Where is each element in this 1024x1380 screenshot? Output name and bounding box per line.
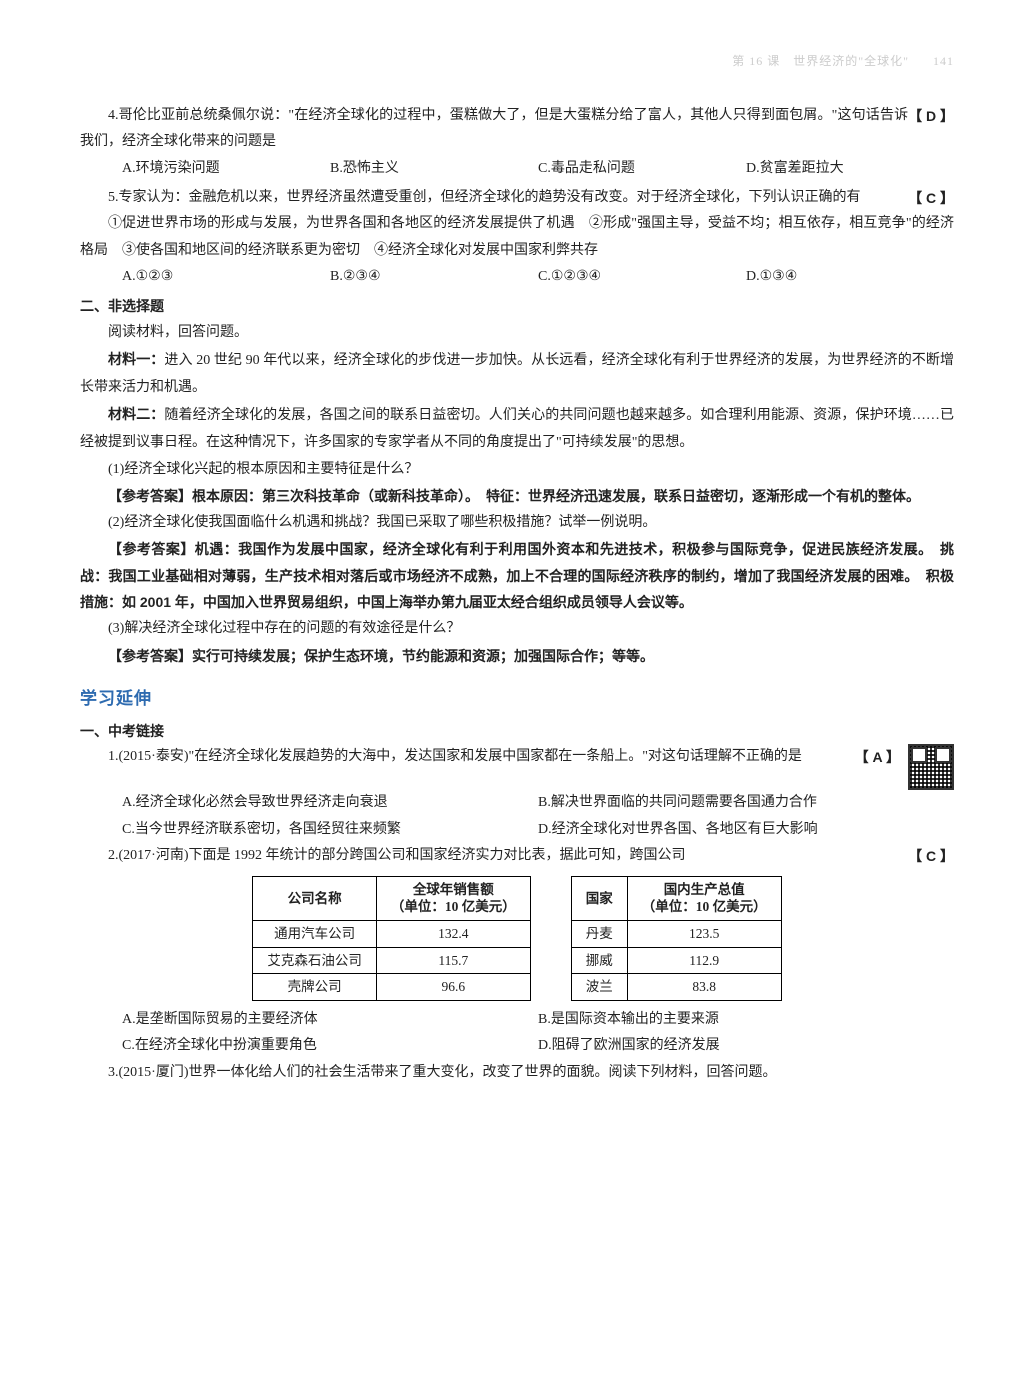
page-number: 141 bbox=[933, 54, 954, 68]
country-table: 国家 国内生产总值 （单位：10 亿美元） 丹麦123.5 挪威112.9 波兰… bbox=[571, 876, 782, 1001]
table-row: 国家 国内生产总值 （单位：10 亿美元） bbox=[571, 876, 781, 920]
read-prompt: 阅读材料，回答问题。 bbox=[80, 320, 954, 347]
table-row: 壳牌公司96.6 bbox=[253, 974, 530, 1001]
subq-3: (3)解决经济全球化过程中存在的问题的有效途径是什么？ bbox=[80, 616, 954, 643]
t1-h2: 全球年销售额 （单位：10 亿美元） bbox=[376, 876, 530, 920]
zk1-stem: 1.(2015·泰安)"在经济全球化发展趋势的大海中，发达国家和发展中国家都在一… bbox=[80, 744, 855, 771]
table-row: 挪威112.9 bbox=[571, 947, 781, 974]
zk2-opt-d: D.阻碍了欧洲国家的经济发展 bbox=[538, 1033, 954, 1060]
zk1-options-row1: A.经济全球化必然会导致世界经济走向衰退 B.解决世界面临的共同问题需要各国通力… bbox=[80, 790, 954, 817]
material-1: 材料一：进入 20 世纪 90 年代以来，经济全球化的步伐进一步加快。从长远看，… bbox=[80, 346, 954, 401]
mat2-text: 随着经济全球化的发展，各国之间的联系日益密切。人们关心的共同问题也越来越多。如合… bbox=[80, 408, 954, 450]
subq-3-answer: 【参考答案】实行可持续发展；保护生态环境，节约能源和资源；加强国际合作；等等。 bbox=[80, 643, 954, 670]
q4-options: A.环境污染问题 B.恐怖主义 C.毒品走私问题 D.贫富差距拉大 bbox=[80, 156, 954, 183]
q4-opt-a: A.环境污染问题 bbox=[122, 156, 330, 183]
q5-opt-d: D.①③④ bbox=[746, 264, 954, 291]
zk1-options-row2: C.当今世界经济联系密切，各国经贸往来频繁 D.经济全球化对世界各国、各地区有巨… bbox=[80, 817, 954, 844]
extend-title: 学习延伸 bbox=[80, 683, 954, 715]
company-table: 公司名称 全球年销售额 （单位：10 亿美元） 通用汽车公司132.4 艾克森石… bbox=[252, 876, 530, 1001]
zk2-opt-a: A.是垄断国际贸易的主要经济体 bbox=[122, 1007, 538, 1034]
question-5: 5.专家认为：金融危机以来，世界经济虽然遭受重创，但经济全球化的趋势没有改变。对… bbox=[80, 185, 954, 291]
zk2-options-row1: A.是垄断国际贸易的主要经济体 B.是国际资本输出的主要来源 bbox=[80, 1007, 954, 1034]
q4-answer: 【 D 】 bbox=[908, 103, 954, 156]
zk1-answer: 【 A 】 bbox=[855, 744, 900, 771]
zk1-opt-b: B.解决世界面临的共同问题需要各国通力合作 bbox=[538, 790, 954, 817]
q5-opt-c: C.①②③④ bbox=[538, 264, 746, 291]
zk-question-1: 1.(2015·泰安)"在经济全球化发展趋势的大海中，发达国家和发展中国家都在一… bbox=[80, 744, 954, 790]
mat1-text: 进入 20 世纪 90 年代以来，经济全球化的步伐进一步加快。从长远看，经济全球… bbox=[80, 353, 954, 395]
zk1-opt-d: D.经济全球化对世界各国、各地区有巨大影响 bbox=[538, 817, 954, 844]
q5-options: A.①②③ B.②③④ C.①②③④ D.①③④ bbox=[80, 264, 954, 291]
t2-h2: 国内生产总值 （单位：10 亿美元） bbox=[627, 876, 781, 920]
q4-opt-d: D.贫富差距拉大 bbox=[746, 156, 954, 183]
mat1-label: 材料一： bbox=[108, 351, 164, 367]
q4-opt-c: C.毒品走私问题 bbox=[538, 156, 746, 183]
zk2-answer: 【 C 】 bbox=[908, 843, 954, 870]
comparison-tables: 公司名称 全球年销售额 （单位：10 亿美元） 通用汽车公司132.4 艾克森石… bbox=[80, 876, 954, 1001]
q5-stem: 5.专家认为：金融危机以来，世界经济虽然遭受重创，但经济全球化的趋势没有改变。对… bbox=[80, 185, 908, 212]
subq-1: (1)经济全球化兴起的根本原因和主要特征是什么？ bbox=[80, 457, 954, 484]
page-header: 第 16 课 世界经济的"全球化" 141 bbox=[80, 50, 954, 73]
zk1-opt-c: C.当今世界经济联系密切，各国经贸往来频繁 bbox=[122, 817, 538, 844]
chapter-title: 第 16 课 世界经济的"全球化" bbox=[732, 54, 909, 68]
table-row: 通用汽车公司132.4 bbox=[253, 921, 530, 948]
subq-2-answer: 【参考答案】机遇：我国作为发展中国家，经济全球化有利于利用国外资本和先进技术，积… bbox=[80, 536, 954, 616]
q5-answer: 【 C 】 bbox=[908, 185, 954, 212]
subq-2: (2)经济全球化使我国面临什么机遇和挑战？我国已采取了哪些积极措施？试举一例说明… bbox=[80, 510, 954, 537]
zk2-options-row2: C.在经济全球化中扮演重要角色 D.阻碍了欧洲国家的经济发展 bbox=[80, 1033, 954, 1060]
zk-question-2: 2.(2017·河南)下面是 1992 年统计的部分跨国公司和国家经济实力对比表… bbox=[80, 843, 954, 870]
q4-opt-b: B.恐怖主义 bbox=[330, 156, 538, 183]
zk2-opt-b: B.是国际资本输出的主要来源 bbox=[538, 1007, 954, 1034]
table-row: 艾克森石油公司115.7 bbox=[253, 947, 530, 974]
mat2-label: 材料二： bbox=[108, 406, 164, 422]
question-4: 4.哥伦比亚前总统桑佩尔说："在经济全球化的过程中，蛋糕做大了，但是大蛋糕分给了… bbox=[80, 103, 954, 183]
q5-opt-b: B.②③④ bbox=[330, 264, 538, 291]
q5-opt-a: A.①②③ bbox=[122, 264, 330, 291]
q4-stem: 4.哥伦比亚前总统桑佩尔说："在经济全球化的过程中，蛋糕做大了，但是大蛋糕分给了… bbox=[80, 103, 908, 156]
table-row: 波兰83.8 bbox=[571, 974, 781, 1001]
q5-items: ①促进世界市场的形成与发展，为世界各国和各地区的经济发展提供了机遇 ②形成"强国… bbox=[80, 211, 954, 264]
t2-h1: 国家 bbox=[571, 876, 627, 920]
qr-code-icon bbox=[908, 744, 954, 790]
subq-1-answer: 【参考答案】根本原因：第三次科技革命（或新科技革命）。 特征：世界经济迅速发展，… bbox=[80, 483, 954, 510]
zk-question-3: 3.(2015·厦门)世界一体化给人们的社会生活带来了重大变化，改变了世界的面貌… bbox=[80, 1060, 954, 1087]
zk2-stem: 2.(2017·河南)下面是 1992 年统计的部分跨国公司和国家经济实力对比表… bbox=[80, 843, 908, 870]
material-2: 材料二：随着经济全球化的发展，各国之间的联系日益密切。人们关心的共同问题也越来越… bbox=[80, 401, 954, 456]
table-row: 公司名称 全球年销售额 （单位：10 亿美元） bbox=[253, 876, 530, 920]
section-2-title: 二、非选择题 bbox=[80, 293, 954, 320]
zk1-opt-a: A.经济全球化必然会导致世界经济走向衰退 bbox=[122, 790, 538, 817]
t1-h1: 公司名称 bbox=[253, 876, 377, 920]
zhongkao-title: 一、中考链接 bbox=[80, 718, 954, 745]
zk2-opt-c: C.在经济全球化中扮演重要角色 bbox=[122, 1033, 538, 1060]
table-row: 丹麦123.5 bbox=[571, 921, 781, 948]
